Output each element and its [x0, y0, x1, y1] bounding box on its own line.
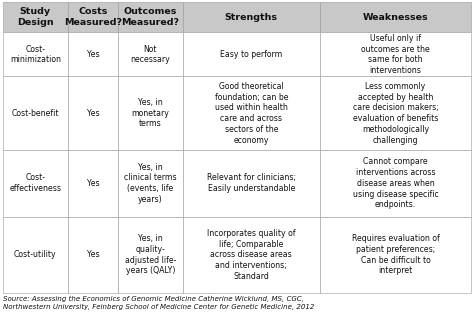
- Bar: [182, 217, 320, 293]
- Bar: [182, 150, 320, 217]
- Bar: [3, 2, 68, 32]
- Text: Incorporates quality of
life; Comparable
across disease areas
and interventions;: Incorporates quality of life; Comparable…: [207, 229, 295, 281]
- Bar: [182, 32, 320, 77]
- Bar: [3, 32, 68, 77]
- Text: Easy to perform: Easy to perform: [220, 50, 283, 59]
- Bar: [320, 217, 471, 293]
- Text: Costs
Measured?: Costs Measured?: [64, 7, 122, 27]
- Text: Good theoretical
foundation; can be
used within health
care and across
sectors o: Good theoretical foundation; can be used…: [215, 82, 288, 145]
- Bar: [68, 77, 118, 150]
- Text: Strengths: Strengths: [225, 13, 278, 22]
- Bar: [182, 77, 320, 150]
- Text: Study
Design: Study Design: [17, 7, 54, 27]
- Text: Cost-utility: Cost-utility: [14, 250, 56, 259]
- Text: Cost-
minimization: Cost- minimization: [10, 45, 61, 64]
- Bar: [320, 32, 471, 77]
- Text: Yes: Yes: [87, 250, 99, 259]
- Bar: [68, 217, 118, 293]
- Text: Source: Assessing the Economics of Genomic Medicine Catherine Wicklund, MS, CGC,: Source: Assessing the Economics of Genom…: [3, 296, 314, 310]
- Bar: [68, 2, 118, 32]
- Text: Useful only if
outcomes are the
same for both
interventions: Useful only if outcomes are the same for…: [361, 34, 430, 75]
- Text: Yes: Yes: [87, 50, 99, 59]
- Text: Outcomes
Measured?: Outcomes Measured?: [121, 7, 180, 27]
- Bar: [118, 150, 182, 217]
- Text: Weaknesses: Weaknesses: [363, 13, 428, 22]
- Bar: [68, 150, 118, 217]
- Text: Cost-
effectiveness: Cost- effectiveness: [9, 173, 61, 193]
- Text: Not
necessary: Not necessary: [130, 45, 170, 64]
- Bar: [320, 150, 471, 217]
- Text: Yes, in
clinical terms
(events, life
years): Yes, in clinical terms (events, life yea…: [124, 163, 177, 204]
- Bar: [118, 32, 182, 77]
- Bar: [118, 217, 182, 293]
- Bar: [68, 32, 118, 77]
- Bar: [3, 77, 68, 150]
- Text: Yes: Yes: [87, 109, 99, 118]
- Text: Yes: Yes: [87, 179, 99, 188]
- Text: Cannot compare
interventions across
disease areas when
using disease specific
en: Cannot compare interventions across dise…: [353, 157, 438, 209]
- Text: Yes, in
monetary
terms: Yes, in monetary terms: [131, 98, 169, 129]
- Bar: [320, 77, 471, 150]
- Bar: [3, 217, 68, 293]
- Text: Requires evaluation of
patient preferences;
Can be difficult to
interpret: Requires evaluation of patient preferenc…: [352, 234, 439, 276]
- Bar: [118, 77, 182, 150]
- Bar: [3, 150, 68, 217]
- Text: Relevant for clinicians;
Easily understandable: Relevant for clinicians; Easily understa…: [207, 173, 296, 193]
- Bar: [320, 2, 471, 32]
- Bar: [182, 2, 320, 32]
- Bar: [118, 2, 182, 32]
- Text: Cost-benefit: Cost-benefit: [11, 109, 59, 118]
- Text: Yes, in
quality-
adjusted life-
years (QALY): Yes, in quality- adjusted life- years (Q…: [125, 234, 176, 276]
- Text: Less commonly
accepted by health
care decision makers;
evaluation of benefits
me: Less commonly accepted by health care de…: [353, 82, 438, 145]
